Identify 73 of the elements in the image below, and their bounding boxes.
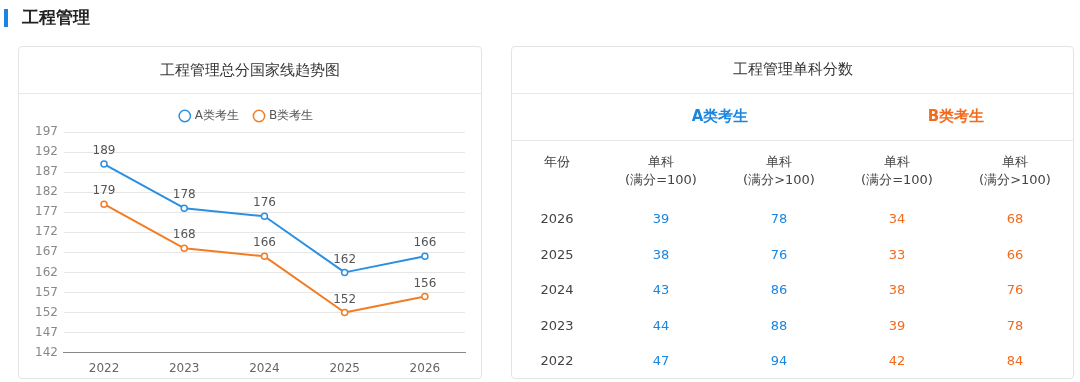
data-label: 38 xyxy=(887,282,907,298)
data-label: 166 xyxy=(253,235,276,250)
x-tick-label: 2026 xyxy=(409,360,441,375)
x-tick-label: 2023 xyxy=(168,360,200,375)
point xyxy=(180,204,188,212)
legend-label: B类考生 xyxy=(268,108,314,123)
data-label: 76 xyxy=(1005,282,1025,298)
point xyxy=(421,252,429,261)
point xyxy=(260,212,269,220)
data-label: 179 xyxy=(92,183,116,198)
data-label: 39 xyxy=(887,317,907,333)
point xyxy=(421,292,429,301)
y-tick-label: 197 xyxy=(35,124,58,139)
data-label: 33 xyxy=(887,246,907,262)
chart-title: 工程管理单科分数 xyxy=(731,59,854,80)
data-label: 178 xyxy=(172,187,196,202)
y-tick-label: 142 xyxy=(35,344,58,359)
point xyxy=(340,308,349,317)
data-label: 88 xyxy=(769,317,789,333)
y-tick-label: 147 xyxy=(35,324,58,339)
data-label: 43 xyxy=(651,282,671,298)
data-label: 86 xyxy=(769,282,789,298)
y-tick-label: 2023 xyxy=(539,317,575,333)
data-label: 66 xyxy=(1005,246,1025,262)
x-tick-label: 单科 (满分>100) xyxy=(978,153,1052,189)
data-label: 176 xyxy=(253,195,276,210)
data-label: 94 xyxy=(769,353,789,369)
x-tick-label: 单科 (满分=100) xyxy=(624,153,698,189)
x-tick-label: 单科 (满分>100) xyxy=(742,153,816,189)
legend-label: A类考生 xyxy=(194,108,239,123)
data-label: 44 xyxy=(651,317,671,333)
y-tick-label: 2024 xyxy=(539,282,575,298)
data-label: 42 xyxy=(887,353,907,369)
y-tick-label: 157 xyxy=(35,284,58,299)
data-label: 39 xyxy=(651,211,671,227)
point xyxy=(340,268,349,277)
data-label: 84 xyxy=(1005,353,1025,369)
x-tick-label: 2024 xyxy=(249,360,280,375)
x-tick-label: 单科 (满分=100) xyxy=(860,153,934,189)
x-tick-label: 2022 xyxy=(88,360,120,375)
data-label: 76 xyxy=(769,246,789,262)
data-label: 34 xyxy=(887,211,907,227)
point xyxy=(260,252,269,261)
y-tick-label: 192 xyxy=(35,144,58,159)
data-label: 166 xyxy=(413,235,437,250)
data-label: 156 xyxy=(413,275,437,290)
y-tick-label: 187 xyxy=(35,164,58,179)
data-label: 152 xyxy=(333,291,357,306)
point xyxy=(100,200,108,208)
x-tick-label: 2025 xyxy=(329,360,360,375)
point xyxy=(180,244,188,253)
y-tick-label: 182 xyxy=(35,184,58,199)
y-tick-label: 2026 xyxy=(539,211,575,227)
data-label: 162 xyxy=(333,251,357,266)
y-tick-label: 167 xyxy=(35,244,58,259)
data-label: 78 xyxy=(1005,317,1025,333)
y-tick-label: 162 xyxy=(35,264,58,279)
chart-subtitle: B类考生 xyxy=(926,106,986,127)
data-label: 68 xyxy=(1005,211,1025,227)
y-axis-title: 年份 xyxy=(543,153,571,171)
y-tick-label: 177 xyxy=(35,204,58,219)
data-label: 38 xyxy=(651,246,671,262)
data-label: 189 xyxy=(92,143,116,158)
chart-subtitle: A类考生 xyxy=(690,106,750,127)
data-label: 168 xyxy=(172,227,196,242)
y-tick-label: 152 xyxy=(35,304,58,319)
point xyxy=(100,160,108,168)
y-tick-label: 2025 xyxy=(539,246,575,262)
data-label: 47 xyxy=(651,353,671,369)
y-tick-label: 172 xyxy=(35,224,58,239)
data-label: 78 xyxy=(769,211,789,227)
text: 工程管理 xyxy=(22,6,90,29)
chart-title: 工程管理总分国家线趋势图 xyxy=(19,47,481,94)
